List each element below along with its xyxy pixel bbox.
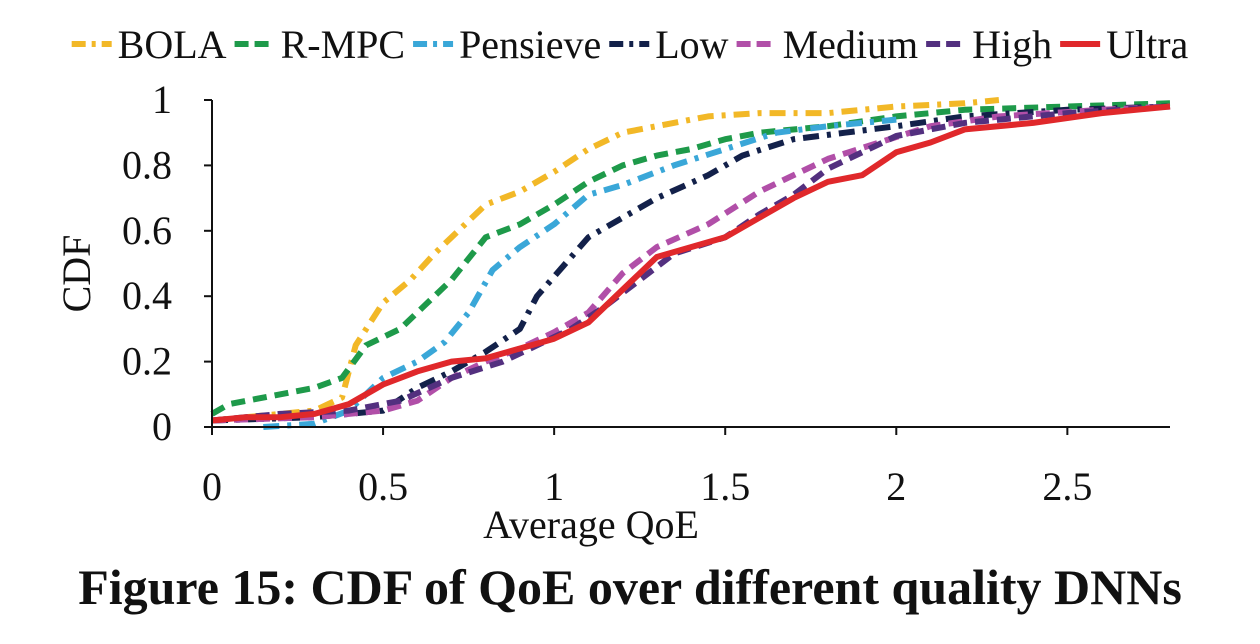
y-tick-label: 0 bbox=[152, 404, 172, 449]
x-tick-label: 1 bbox=[544, 464, 564, 509]
x-tick-label: 1.5 bbox=[700, 464, 750, 509]
x-tick-label: 0.5 bbox=[358, 464, 408, 509]
y-tick-label: 0.8 bbox=[122, 142, 172, 187]
series-line-ultra bbox=[211, 103, 1171, 424]
x-ticks: 0 0.5 1 1.5 2 2.5 bbox=[202, 427, 1092, 509]
legend-label-ultra: Ultra bbox=[1106, 22, 1188, 67]
series-line-high bbox=[211, 103, 1171, 424]
cdf-chart: BOLA R-MPC Pensieve Low Medium High Ultra 0 0.2… bbox=[54, 22, 1189, 547]
legend-label-r-mpc: R-MPC bbox=[281, 22, 406, 67]
series-line-low bbox=[211, 103, 1171, 424]
x-axis-title: Average QoE bbox=[483, 502, 699, 547]
x-tick-label: 2 bbox=[886, 464, 906, 509]
series-line-medium bbox=[211, 103, 1171, 424]
series-layer bbox=[210, 97, 1171, 430]
x-tick-label: 0 bbox=[202, 464, 222, 509]
series-line-r-mpc bbox=[210, 100, 1171, 417]
y-tick-label: 0.4 bbox=[122, 273, 172, 318]
legend-label-high: High bbox=[972, 22, 1052, 67]
legend-label-bola: BOLA bbox=[118, 22, 227, 67]
legend: BOLA R-MPC Pensieve Low Medium High Ultra bbox=[71, 22, 1189, 67]
legend-label-low: Low bbox=[655, 22, 728, 67]
legend-label-medium: Medium bbox=[783, 22, 919, 67]
y-tick-label: 1 bbox=[152, 77, 172, 122]
series-line-pensieve bbox=[263, 116, 897, 430]
y-ticks: 0 0.2 0.4 0.6 0.8 1 bbox=[122, 77, 212, 449]
legend-label-pensieve: Pensieve bbox=[459, 22, 601, 67]
figure-caption: Figure 15: CDF of QoE over different qua… bbox=[78, 559, 1182, 615]
x-tick-label: 2.5 bbox=[1042, 464, 1092, 509]
y-tick-label: 0.2 bbox=[122, 339, 172, 384]
series-line-bola bbox=[211, 97, 1000, 424]
y-axis-title: CDF bbox=[54, 235, 99, 313]
y-tick-label: 0.6 bbox=[122, 208, 172, 253]
